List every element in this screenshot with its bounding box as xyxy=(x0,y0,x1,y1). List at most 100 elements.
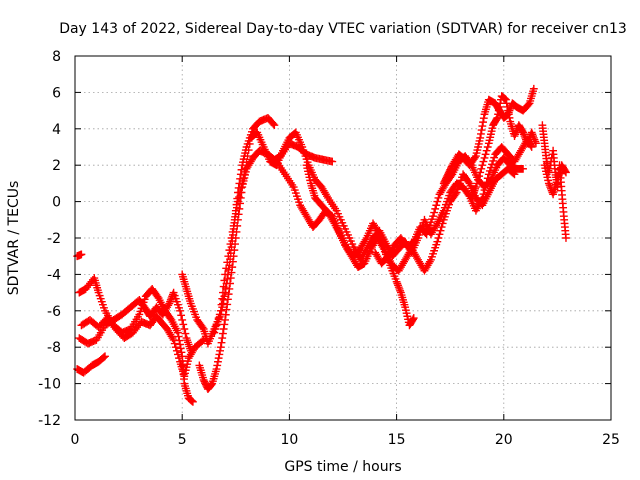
data-point xyxy=(562,234,570,242)
data-point xyxy=(492,115,501,123)
data-point xyxy=(224,290,233,299)
series-track-10 xyxy=(302,161,519,275)
y-tick-label: 0 xyxy=(52,195,61,211)
x-tick-label: 25 xyxy=(602,432,620,448)
data-point xyxy=(495,103,504,111)
data-point xyxy=(335,212,344,221)
data-point xyxy=(425,221,434,230)
data-point xyxy=(237,184,246,192)
data-point xyxy=(174,328,182,337)
data-point xyxy=(304,170,313,179)
data-point xyxy=(542,170,551,179)
data-point xyxy=(473,179,481,188)
data-point xyxy=(219,288,227,297)
data-point xyxy=(100,303,108,312)
data-point xyxy=(474,143,482,151)
data-point xyxy=(428,252,436,261)
data-point xyxy=(503,103,512,111)
data-point xyxy=(493,113,502,122)
data-point xyxy=(430,246,439,255)
data-point xyxy=(480,154,489,162)
data-point xyxy=(475,137,484,145)
data-point xyxy=(302,155,311,164)
data-point xyxy=(479,114,488,123)
data-point xyxy=(224,252,233,261)
data-point xyxy=(453,185,462,194)
data-point xyxy=(225,285,234,293)
data-point xyxy=(440,212,449,221)
y-tick-label: 8 xyxy=(52,49,61,65)
data-point xyxy=(527,143,536,151)
data-point xyxy=(529,84,538,93)
data-point xyxy=(227,268,236,277)
data-point xyxy=(519,164,527,173)
data-point xyxy=(345,234,354,242)
data-point xyxy=(245,140,254,148)
data-point xyxy=(218,294,227,303)
data-point xyxy=(170,339,179,348)
y-tick-label: -6 xyxy=(47,304,61,320)
data-point xyxy=(216,306,225,315)
x-tick-label: 20 xyxy=(495,432,513,448)
data-point xyxy=(452,188,461,197)
data-point xyxy=(481,150,490,159)
data-point xyxy=(189,397,197,406)
data-point xyxy=(226,240,235,248)
data-point xyxy=(478,122,487,130)
data-point xyxy=(226,274,235,282)
series-track-4 xyxy=(73,250,86,261)
data-point xyxy=(210,328,219,337)
data-point xyxy=(561,167,570,176)
data-point xyxy=(402,309,411,318)
data-point xyxy=(482,146,491,155)
data-point xyxy=(432,240,441,249)
data-point xyxy=(541,164,550,173)
data-point xyxy=(496,99,505,108)
data-point xyxy=(234,197,242,206)
data-point xyxy=(221,316,229,324)
data-point xyxy=(334,209,342,218)
y-tick-label: -10 xyxy=(38,377,61,393)
data-point xyxy=(228,263,237,272)
data-point xyxy=(422,230,431,239)
data-point xyxy=(171,343,180,352)
data-point xyxy=(207,380,216,389)
data-point xyxy=(303,158,312,167)
data-point xyxy=(219,325,228,333)
data-point xyxy=(487,130,495,139)
data-point xyxy=(401,303,410,312)
series-track-8 xyxy=(210,128,536,337)
data-point xyxy=(429,212,437,221)
data-point xyxy=(214,354,223,363)
data-point xyxy=(242,158,251,167)
data-point xyxy=(221,310,230,319)
data-point xyxy=(222,264,231,273)
data-point xyxy=(180,325,189,333)
data-point xyxy=(244,146,253,154)
data-point xyxy=(348,240,357,248)
data-point xyxy=(136,307,145,316)
data-point xyxy=(472,183,480,191)
data-markers xyxy=(73,84,570,406)
data-point xyxy=(532,139,540,148)
data-point xyxy=(485,136,494,145)
data-point xyxy=(477,164,486,173)
data-point xyxy=(502,99,511,108)
data-point xyxy=(289,183,298,191)
data-point xyxy=(214,314,223,322)
data-point xyxy=(223,258,232,267)
x-tick-label: 5 xyxy=(178,432,187,448)
data-point xyxy=(477,126,486,134)
data-point xyxy=(483,143,492,151)
data-point xyxy=(235,193,243,201)
data-point xyxy=(180,372,189,381)
data-point xyxy=(543,173,552,182)
data-point xyxy=(431,243,440,252)
data-point xyxy=(342,228,351,236)
data-point xyxy=(238,161,247,170)
data-point xyxy=(423,227,432,236)
data-point xyxy=(212,365,221,373)
data-point xyxy=(409,314,418,322)
data-point xyxy=(77,250,86,259)
data-point xyxy=(135,310,144,319)
